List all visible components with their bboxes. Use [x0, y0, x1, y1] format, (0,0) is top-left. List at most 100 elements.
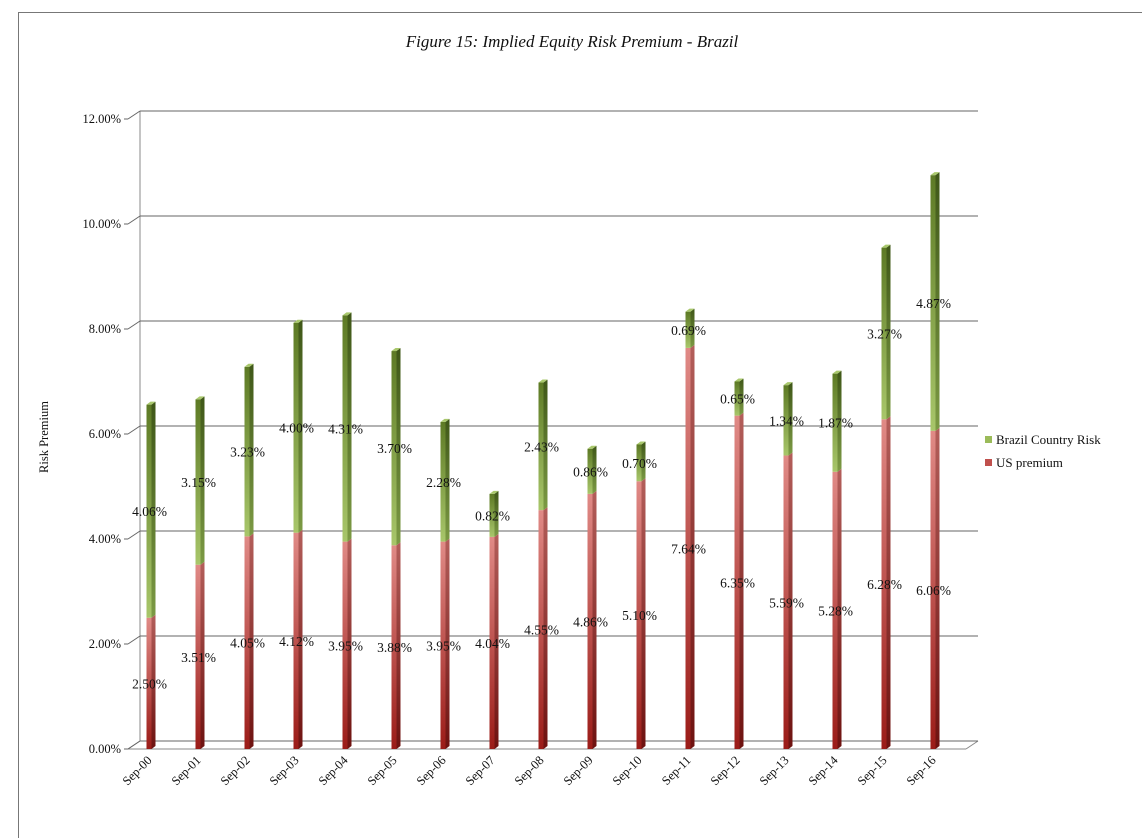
bar-us-premium: [881, 419, 887, 749]
bar-us-premium: [636, 481, 642, 749]
y-tick-label: 2.00%: [89, 637, 121, 651]
data-label-brazil-country-risk: 0.69%: [671, 323, 706, 338]
data-label-us-premium: 4.86%: [573, 614, 608, 629]
bar-top-face: [146, 401, 156, 405]
x-tick-label: Sep-00: [120, 753, 155, 788]
bar-brazil-country-risk-side: [886, 244, 891, 420]
legend-label-us: US premium: [996, 454, 1063, 470]
bar-top-face: [636, 441, 646, 445]
bar-brazil-country-risk: [832, 373, 838, 472]
data-label-brazil-country-risk: 3.15%: [181, 475, 216, 490]
bar-brazil-country-risk-side: [200, 396, 205, 565]
bar-us-premium-side: [445, 538, 450, 749]
bar-top-face: [734, 378, 744, 382]
bar-top-face: [587, 445, 597, 449]
x-tick-label: Sep-03: [267, 753, 302, 788]
bar-us-premium: [293, 532, 299, 749]
bar-brazil-country-risk: [685, 311, 691, 348]
bar-us-premium-side: [641, 478, 646, 749]
bar-us-premium-side: [690, 344, 695, 749]
y-axis-title: Risk Premium: [37, 401, 51, 473]
data-label-us-premium: 6.35%: [720, 575, 755, 590]
data-label-brazil-country-risk: 3.27%: [867, 326, 902, 341]
bar-top-face: [293, 319, 303, 323]
gridline-depth: [127, 425, 141, 435]
bar-top-face: [391, 348, 401, 352]
bar-us-premium: [195, 564, 201, 749]
y-tick-label: 4.00%: [89, 532, 121, 546]
bar-brazil-country-risk-side: [543, 379, 548, 511]
data-label-us-premium: 3.88%: [377, 640, 412, 655]
bar-top-face: [489, 490, 499, 494]
bar-us-premium: [783, 455, 789, 749]
data-label-brazil-country-risk: 1.34%: [769, 413, 804, 428]
data-label-brazil-country-risk: 3.70%: [377, 441, 412, 456]
y-tick-label: 6.00%: [89, 427, 121, 441]
bar-brazil-country-risk: [146, 404, 152, 618]
y-tick-label: 8.00%: [89, 322, 121, 336]
bar-top-face: [783, 382, 793, 386]
data-label-brazil-country-risk: 0.82%: [475, 508, 510, 523]
bar-brazil-country-risk: [293, 322, 299, 533]
x-tick-label: Sep-06: [414, 753, 449, 788]
bar-brazil-country-risk-side: [445, 418, 450, 542]
data-label-us-premium: 4.04%: [475, 636, 510, 651]
x-tick-label: Sep-09: [561, 753, 596, 788]
data-label-brazil-country-risk: 3.23%: [230, 445, 265, 460]
bar-brazil-country-risk: [342, 315, 348, 542]
bar-brazil-country-risk: [195, 399, 201, 565]
bar-top-face: [342, 312, 352, 316]
gridline-depth: [127, 530, 141, 540]
legend-swatch-brazil: [985, 436, 992, 443]
bar-brazil-country-risk-side: [739, 378, 744, 416]
bar-us-premium-side: [396, 542, 401, 749]
gridline-depth: [127, 110, 141, 120]
data-label-brazil-country-risk: 2.28%: [426, 475, 461, 490]
bar-brazil-country-risk: [391, 351, 397, 546]
bar-brazil-country-risk: [244, 366, 250, 537]
bar-us-premium: [440, 541, 446, 749]
bar-brazil-country-risk-side: [249, 363, 254, 537]
x-tick-label: Sep-04: [316, 753, 351, 788]
data-label-us-premium: 5.59%: [769, 595, 804, 610]
bar-us-premium-side: [739, 412, 744, 749]
bar-us-premium: [244, 536, 250, 749]
bar-us-premium-side: [200, 561, 205, 749]
data-label-brazil-country-risk: 2.43%: [524, 439, 559, 454]
gridline-depth: [127, 740, 141, 750]
chart-frame: [18, 12, 1142, 838]
data-label-brazil-country-risk: 0.65%: [720, 392, 755, 407]
gridline-depth: [127, 635, 141, 645]
data-label-us-premium: 6.06%: [916, 583, 951, 598]
bar-brazil-country-risk-side: [935, 172, 940, 431]
legend-item-brazil: Brazil Country Risk: [985, 428, 1101, 451]
data-label-brazil-country-risk: 0.86%: [573, 464, 608, 479]
x-tick-label: Sep-05: [365, 753, 400, 788]
bar-brazil-country-risk: [636, 444, 642, 482]
data-label-us-premium: 3.51%: [181, 650, 216, 665]
x-tick-label: Sep-12: [708, 753, 743, 788]
bar-us-premium-side: [886, 416, 891, 749]
bar-brazil-country-risk-side: [347, 312, 352, 542]
bar-top-face: [930, 172, 940, 176]
bar-top-face: [832, 370, 842, 374]
bar-brazil-country-risk: [489, 493, 495, 537]
bar-us-premium: [342, 541, 348, 749]
bar-us-premium: [538, 510, 544, 749]
bar-brazil-country-risk: [440, 421, 446, 542]
data-label-brazil-country-risk: 4.31%: [328, 421, 363, 436]
bar-brazil-country-risk: [538, 382, 544, 511]
bar-us-premium-side: [592, 490, 597, 749]
bar-us-premium-side: [298, 529, 303, 749]
bar-us-premium: [587, 493, 593, 749]
data-label-brazil-country-risk: 4.87%: [916, 296, 951, 311]
data-label-us-premium: 7.64%: [671, 541, 706, 556]
bar-brazil-country-risk: [930, 175, 936, 431]
data-label-us-premium: 5.28%: [818, 603, 853, 618]
bar-us-premium: [489, 536, 495, 749]
y-tick-label: 12.00%: [82, 112, 121, 126]
data-label-brazil-country-risk: 0.70%: [622, 456, 657, 471]
data-label-us-premium: 3.95%: [426, 638, 461, 653]
bar-top-face: [538, 379, 548, 383]
